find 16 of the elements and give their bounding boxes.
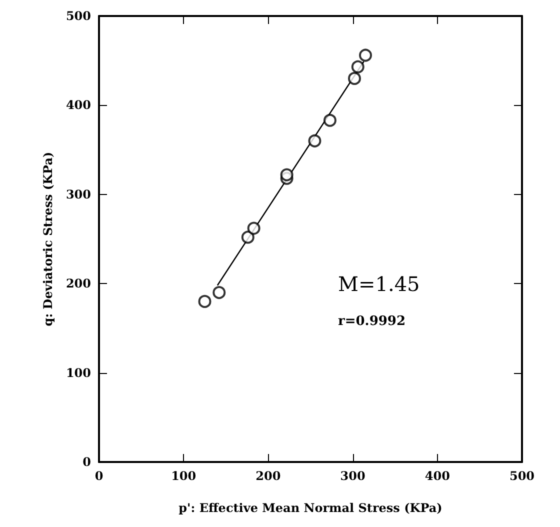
x-axis-title: p': Effective Mean Normal Stress (KPa) bbox=[178, 501, 442, 515]
y-tick-label: 200 bbox=[66, 276, 91, 291]
x-tick-label: 400 bbox=[424, 469, 450, 483]
y-tick-label: 300 bbox=[66, 187, 91, 202]
x-tick-label: 100 bbox=[171, 469, 196, 483]
y-tick-label: 100 bbox=[66, 366, 91, 380]
x-tick-label: 300 bbox=[340, 469, 366, 483]
y-tick-label: 500 bbox=[66, 9, 91, 23]
x-tick-label: 0 bbox=[94, 469, 104, 483]
y-axis-title: q: Deviatoric Stress (KPa) bbox=[41, 152, 55, 326]
x-tick-label: 200 bbox=[256, 469, 281, 483]
x-tick-label: 500 bbox=[509, 469, 535, 483]
y-tick-label: 0 bbox=[82, 455, 91, 469]
annotation: r=0.9992 bbox=[338, 314, 406, 329]
y-tick-label: 400 bbox=[66, 98, 91, 112]
annotation: M=1.45 bbox=[338, 272, 420, 296]
